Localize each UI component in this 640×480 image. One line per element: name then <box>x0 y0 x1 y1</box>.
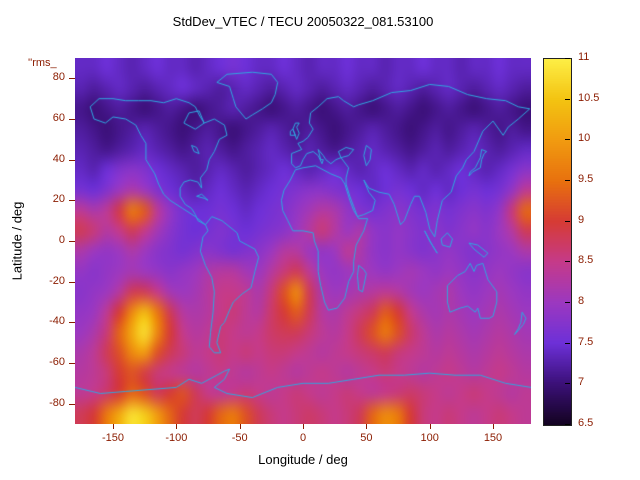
x-tick-mark <box>176 424 178 429</box>
colorbar <box>543 58 572 426</box>
x-axis-title: Longitude / deg <box>258 452 348 467</box>
colorbar-tick-label: 7 <box>578 376 585 389</box>
rms-label: ''rms_ <box>28 57 57 69</box>
y-tick-label: -80 <box>49 396 65 409</box>
y-tick-label: -60 <box>49 356 65 368</box>
x-tick-mark <box>429 424 431 429</box>
x-tick-label: 0 <box>299 432 307 444</box>
x-tick-mark <box>366 424 368 429</box>
x-tick-mark <box>303 424 304 429</box>
y-tick-label: 20 <box>52 193 65 206</box>
x-tick-label: 150 <box>483 432 503 444</box>
y-tick-label: -20 <box>49 274 65 287</box>
x-tick-label: 50 <box>360 432 373 444</box>
y-tick-label: 40 <box>52 152 65 165</box>
x-tick-mark <box>113 424 114 429</box>
x-tick-label: -100 <box>165 432 188 444</box>
y-tick-label: 60 <box>52 112 65 124</box>
x-tick-mark <box>239 424 241 429</box>
colorbar-tick-label: 10.5 <box>578 91 600 104</box>
colorbar-tick-label: 8 <box>578 295 585 307</box>
x-tick-mark <box>493 424 494 429</box>
colorbar-tick-label: 7.5 <box>578 335 594 348</box>
colorbar-tick-label: 9 <box>578 213 585 226</box>
heatmap-canvas <box>75 58 531 424</box>
colorbar-tick-label: 11 <box>578 51 590 63</box>
y-tick-label: 0 <box>58 234 65 246</box>
y-axis-title: Latitude / deg <box>9 201 25 281</box>
x-tick-label: -50 <box>231 432 248 444</box>
colorbar-tick-label: 8.5 <box>578 254 594 267</box>
colorbar-tick-label: 6.5 <box>578 417 594 429</box>
colorbar-tick-label: 9.5 <box>578 173 594 185</box>
plot-title: StdDev_VTEC / TECU 20050322_081.53100 <box>172 14 434 29</box>
x-tick-label: 100 <box>420 432 439 444</box>
colorbar-tick-label: 10 <box>578 132 591 145</box>
y-tick-label: -40 <box>49 315 65 328</box>
y-tick-label: 80 <box>52 71 65 84</box>
x-tick-label: -150 <box>101 432 125 444</box>
